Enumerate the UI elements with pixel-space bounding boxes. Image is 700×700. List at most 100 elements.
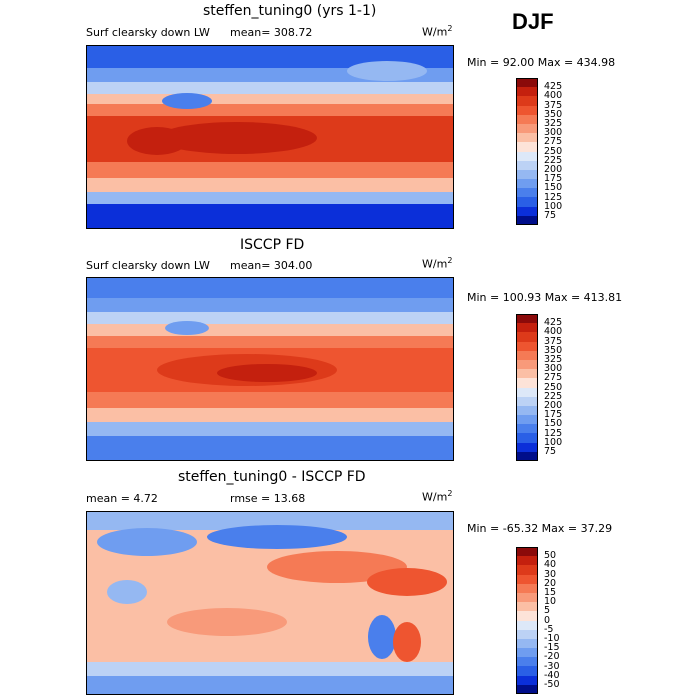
colorbar-swatch — [516, 87, 538, 97]
colorbar-swatch — [516, 396, 538, 406]
colorbar-swatch — [516, 123, 538, 134]
colorbar-swatch — [516, 565, 538, 575]
colorbar-tick-label: -10 — [544, 633, 560, 644]
colorbar-tick-label: 150 — [544, 418, 563, 430]
panel-3-map — [86, 511, 454, 695]
colorbar-tick-label: 150 — [544, 182, 563, 194]
colorbar-swatch — [516, 666, 538, 676]
panel-2-field — [87, 278, 453, 460]
panel-3-mean: mean = 4.72 — [86, 492, 158, 505]
colorbar-swatch — [516, 657, 538, 667]
colorbar-swatch — [516, 323, 538, 333]
colorbar-tick-label: 75 — [544, 446, 557, 457]
colorbar-swatch — [516, 142, 538, 152]
colorbar-tick-label: 125 — [544, 427, 563, 439]
colorbar-tick-label: 250 — [544, 381, 563, 393]
colorbar-tick-label: 400 — [544, 90, 563, 102]
colorbar-tick-label: 375 — [544, 99, 563, 111]
panel-3-units: W/m2 — [422, 489, 453, 504]
season-label: DJF — [512, 9, 554, 34]
colorbar-tick-label: 350 — [544, 108, 563, 120]
colorbar-tick-label: 425 — [544, 81, 563, 93]
colorbar-swatch — [516, 314, 538, 324]
panel-3-colorbar — [516, 547, 538, 694]
colorbar-tick-label: -15 — [544, 642, 560, 654]
colorbar-swatch — [516, 359, 538, 370]
colorbar-tick-label: 350 — [544, 344, 563, 356]
colorbar-tick-label: 200 — [544, 400, 563, 411]
colorbar-tick-label: 200 — [544, 164, 563, 175]
colorbar-tick-label: 100 — [544, 200, 563, 212]
colorbar-swatch — [516, 133, 538, 143]
colorbar-swatch — [516, 415, 538, 425]
colorbar-swatch — [516, 215, 538, 225]
colorbar-swatch — [516, 179, 538, 189]
colorbar-swatch — [516, 378, 538, 388]
colorbar-tick-label: 275 — [544, 136, 563, 148]
colorbar-tick-label: 375 — [544, 335, 563, 347]
colorbar-swatch — [516, 206, 538, 216]
panel-1-mean: mean= 308.72 — [230, 26, 313, 39]
colorbar-swatch — [516, 78, 538, 88]
colorbar-tick-label: 5 — [544, 605, 551, 617]
colorbar-tick-label: 20 — [544, 577, 557, 589]
colorbar-swatch — [516, 424, 538, 434]
colorbar-tick-label: 325 — [544, 118, 563, 129]
colorbar-swatch — [516, 574, 538, 584]
colorbar-swatch — [516, 114, 538, 124]
colorbar-swatch — [516, 684, 538, 694]
colorbar-tick-label: 175 — [544, 173, 563, 185]
colorbar-tick-label: 425 — [544, 317, 563, 329]
panel-1-minmax: Min = 92.00 Max = 434.98 — [467, 56, 616, 69]
colorbar-swatch — [516, 648, 538, 658]
colorbar-swatch — [516, 160, 538, 170]
colorbar-tick-label: -5 — [544, 623, 554, 635]
colorbar-tick-label: -50 — [544, 679, 560, 690]
colorbar-swatch — [516, 592, 538, 603]
panel-2-units: W/m2 — [422, 256, 453, 271]
colorbar-swatch — [516, 611, 538, 621]
colorbar-swatch — [516, 433, 538, 443]
colorbar-tick-label: 40 — [544, 559, 557, 571]
colorbar-tick-label: 30 — [544, 568, 557, 580]
colorbar-swatch — [516, 96, 538, 106]
colorbar-tick-label: 100 — [544, 436, 563, 448]
panel-3-field — [87, 512, 453, 694]
colorbar-tick-label: 0 — [544, 614, 551, 626]
colorbar-tick-label: 275 — [544, 372, 563, 384]
panel-2-colorbar — [516, 314, 538, 461]
panel-1-map — [86, 45, 454, 229]
colorbar-swatch — [516, 151, 538, 161]
panel-1-field — [87, 46, 453, 228]
panel-1-colorbar — [516, 78, 538, 225]
colorbar-swatch — [516, 387, 538, 397]
colorbar-tick-label: -20 — [544, 651, 560, 663]
colorbar-swatch — [516, 556, 538, 566]
colorbar-swatch — [516, 442, 538, 452]
colorbar-swatch — [516, 602, 538, 612]
colorbar-tick-label: -30 — [544, 660, 560, 672]
panel-3-rmse: rmse = 13.68 — [230, 492, 306, 505]
colorbar-tick-label: 300 — [544, 363, 563, 375]
colorbar-swatch — [516, 350, 538, 360]
colorbar-swatch — [516, 620, 538, 630]
panel-3-colorbar-labels: 50 40 30 20 15 10 5 0 -5 -10 -15 -20 -30 -40 -50 — [516, 547, 576, 697]
colorbar-swatch — [516, 451, 538, 461]
colorbar-swatch — [516, 188, 538, 198]
colorbar-swatch — [516, 332, 538, 342]
colorbar-tick-label: 15 — [544, 587, 557, 598]
colorbar-swatch — [516, 369, 538, 379]
panel-1-colorbar-labels: 425 400 375 350 325 300 275 250 225 200 175 150 125 1… — [516, 78, 576, 228]
panel-2-map — [86, 277, 454, 461]
panel-2-colorbar-labels: 425 400 375 350 325 300 275 250 225 200 175 150 125 1… — [516, 314, 576, 464]
panel-2-title: ISCCP FD — [240, 237, 305, 253]
colorbar-swatch — [516, 629, 538, 639]
colorbar-swatch — [516, 197, 538, 207]
colorbar-swatch — [516, 105, 538, 115]
colorbar-swatch — [516, 638, 538, 649]
colorbar-tick-label: 175 — [544, 409, 563, 421]
colorbar-swatch — [516, 547, 538, 557]
panel-2-minmax: Min = 100.93 Max = 413.81 — [467, 291, 623, 304]
panel-1-units: W/m2 — [422, 24, 453, 39]
colorbar-swatch — [516, 405, 538, 416]
